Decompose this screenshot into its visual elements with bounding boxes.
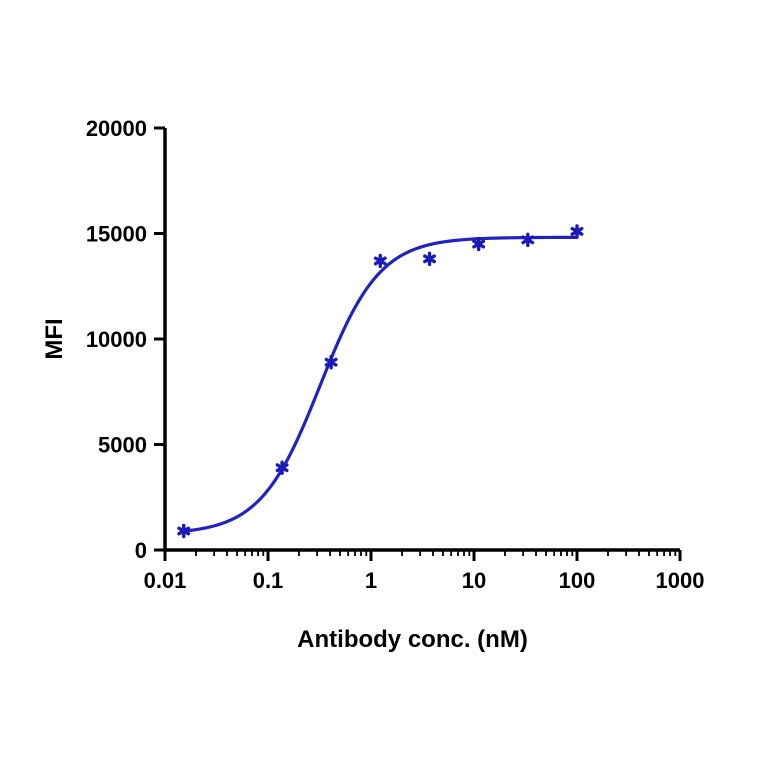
data-point: [472, 236, 486, 252]
y-tick-label: 10000: [86, 327, 147, 352]
y-axis-title: MFI: [41, 318, 68, 359]
marker-center: [475, 240, 482, 248]
marker-center: [377, 257, 384, 265]
marker-center: [327, 359, 335, 366]
marker-center: [278, 464, 286, 471]
data-point: [275, 460, 289, 475]
x-tick-label: 0.01: [144, 568, 187, 593]
y-tick-label: 15000: [86, 222, 147, 247]
x-tick-label: 1000: [656, 568, 705, 593]
x-tick-label: 1: [365, 568, 377, 593]
x-tick-label: 100: [559, 568, 596, 593]
marker-center: [426, 255, 433, 263]
marker-center: [524, 236, 532, 244]
fit-curve: [180, 235, 579, 533]
marker-center: [573, 228, 581, 235]
y-tick-label: 0: [135, 538, 147, 563]
x-axis-title: Antibody conc. (nM): [297, 626, 528, 653]
marker-center: [180, 527, 187, 535]
data-point: [324, 355, 338, 370]
x-tick-label: 10: [462, 568, 486, 593]
data-point: [423, 251, 436, 267]
data-point: [521, 232, 535, 248]
data-point: [570, 224, 584, 239]
y-tick-label: 5000: [98, 433, 147, 458]
data-point: [177, 523, 191, 539]
data-point: [373, 253, 387, 269]
y-tick-label: 20000: [86, 116, 147, 141]
x-tick-label: 0.1: [253, 568, 284, 593]
